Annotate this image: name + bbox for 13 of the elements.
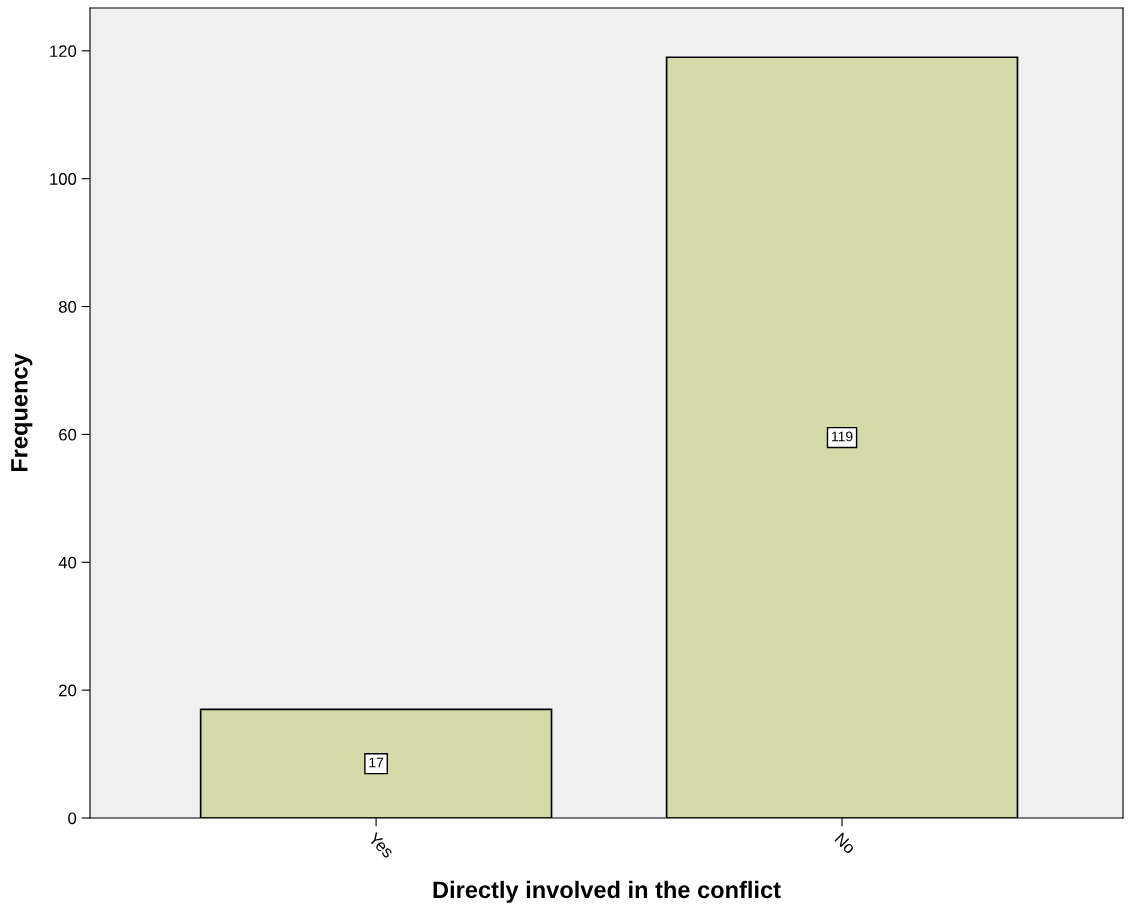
y-axis-title: Frequency [11,353,33,472]
x-axis-title: Directly involved in the conflict [433,880,781,903]
y-tick-label: 80 [58,300,77,313]
y-tick-label: 20 [59,684,77,697]
data-label: 17 [369,757,384,768]
x-tick-label: Yes [367,831,395,859]
y-tick-label: 100 [50,173,77,185]
y-tick-label: 120 [50,45,77,58]
y-tick-label: 40 [58,556,77,569]
y-tick-label: 60 [59,428,77,441]
y-tick-label: 0 [68,812,77,825]
data-label: 119 [832,431,853,442]
x-tick-label: No [834,832,857,855]
